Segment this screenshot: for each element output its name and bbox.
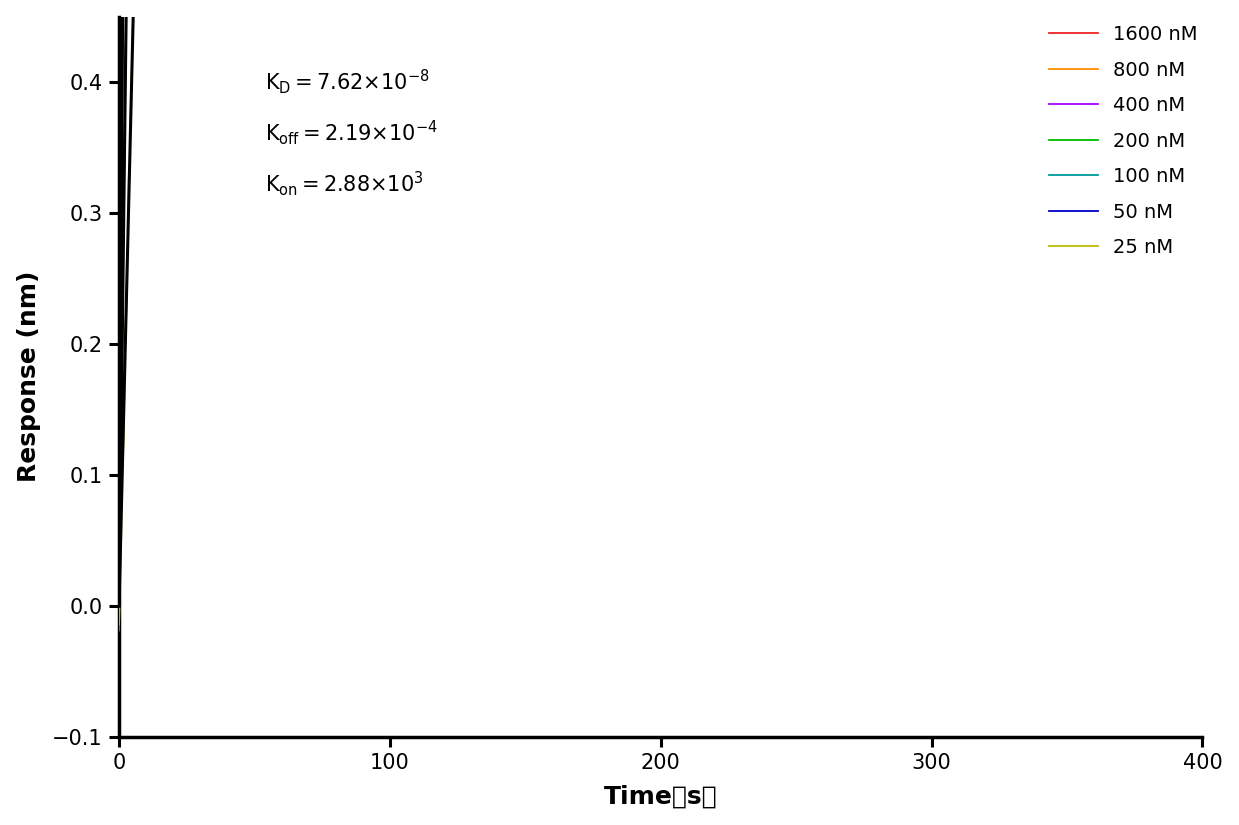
Line: 400 nM: 400 nM <box>119 0 1080 612</box>
Legend: 1600 nM, 800 nM, 400 nM, 200 nM, 100 nM, 50 nM, 25 nM: 1600 nM, 800 nM, 400 nM, 200 nM, 100 nM,… <box>1043 19 1203 263</box>
200 nM <box>112 592 126 602</box>
X-axis label: Time（s）: Time（s） <box>603 785 717 808</box>
800 nM <box>112 601 126 610</box>
Line: 200 nM: 200 nM <box>119 0 1080 597</box>
Line: 50 nM: 50 nM <box>119 0 1080 619</box>
1600 nM <box>112 575 126 585</box>
Y-axis label: Response (nm): Response (nm) <box>16 271 41 483</box>
Line: 100 nM: 100 nM <box>119 0 1080 630</box>
Line: 1600 nM: 1600 nM <box>119 0 1080 580</box>
Line: 25 nM: 25 nM <box>119 0 1080 625</box>
Line: 800 nM: 800 nM <box>119 0 1080 606</box>
100 nM <box>112 625 126 635</box>
Text: $\mathrm{K_D{=}7.62{\times}10^{-8}}$
$\mathrm{K_{off}{=}2.19{\times}10^{-4}}$
$\: $\mathrm{K_D{=}7.62{\times}10^{-8}}$ $\m… <box>265 67 439 198</box>
25 nM <box>112 620 126 629</box>
400 nM <box>112 607 126 617</box>
50 nM <box>112 614 126 624</box>
